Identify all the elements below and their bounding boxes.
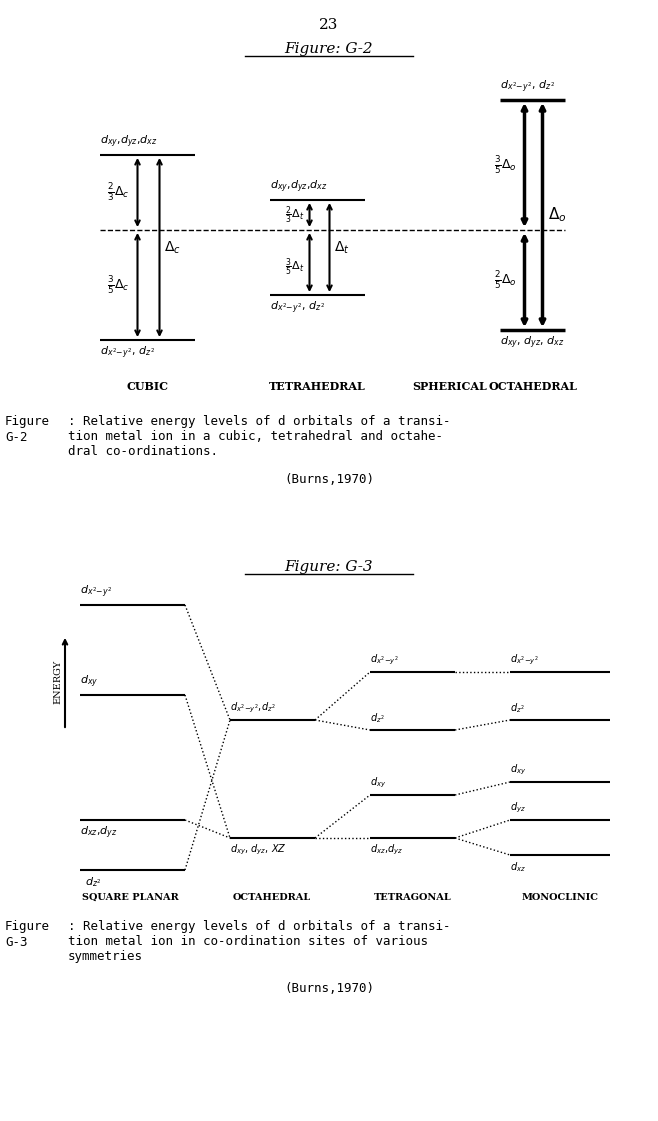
Text: $d_{xy}$, $d_{yz}$, $d_{xz}$: $d_{xy}$, $d_{yz}$, $d_{xz}$ <box>500 335 565 351</box>
Text: : Relative energy levels of d orbitals of a transi-
tion metal ion in a cubic, t: : Relative energy levels of d orbitals o… <box>68 415 451 458</box>
Text: $\frac{2}{3}\Delta_c$: $\frac{2}{3}\Delta_c$ <box>107 182 130 203</box>
Text: $d_{xz}$,$d_{yz}$: $d_{xz}$,$d_{yz}$ <box>80 825 118 842</box>
Text: $\frac{3}{5}\Delta_c$: $\frac{3}{5}\Delta_c$ <box>107 274 130 296</box>
Text: $\Delta_t$: $\Delta_t$ <box>334 239 350 256</box>
Text: SPHERICAL: SPHERICAL <box>413 381 488 392</box>
Text: $d_{xy}$,$d_{yz}$,$d_{xz}$: $d_{xy}$,$d_{yz}$,$d_{xz}$ <box>100 133 157 150</box>
Text: TETRAHEDRAL: TETRAHEDRAL <box>269 381 366 392</box>
Text: $d_{xy}$: $d_{xy}$ <box>370 776 386 790</box>
Text: $d_{x^2\!-\!y^2}$, $d_{z^2}$: $d_{x^2\!-\!y^2}$, $d_{z^2}$ <box>100 345 155 361</box>
Text: TETRAGONAL: TETRAGONAL <box>374 893 452 902</box>
Text: $d_{x^2\!-\!y^2}$, $d_{z^2}$: $d_{x^2\!-\!y^2}$, $d_{z^2}$ <box>500 78 555 95</box>
Text: (Burns,1970): (Burns,1970) <box>284 982 374 995</box>
Text: $d_{z^2}$: $d_{z^2}$ <box>510 702 524 715</box>
Text: $\frac{3}{5}\Delta_o$: $\frac{3}{5}\Delta_o$ <box>494 154 517 176</box>
Text: 23: 23 <box>319 18 339 33</box>
Text: $d_{x^2\!-\!y^2}$,$d_{z^2}$: $d_{x^2\!-\!y^2}$,$d_{z^2}$ <box>230 701 276 715</box>
Text: MONOCLINIC: MONOCLINIC <box>522 893 599 902</box>
Text: $\frac{3}{5}\Delta_t$: $\frac{3}{5}\Delta_t$ <box>285 257 305 278</box>
Text: $d_{xy}$,$d_{yz}$,$d_{xz}$: $d_{xy}$,$d_{yz}$,$d_{xz}$ <box>270 178 328 195</box>
Text: CUBIC: CUBIC <box>126 381 168 392</box>
Text: G-3: G-3 <box>5 936 28 949</box>
Text: $\Delta_o$: $\Delta_o$ <box>547 205 566 224</box>
Text: Figure: Figure <box>5 920 50 933</box>
Text: $d_{xy}$: $d_{xy}$ <box>510 762 526 777</box>
Text: $\frac{2}{3}\Delta_t$: $\frac{2}{3}\Delta_t$ <box>285 204 305 225</box>
Text: ENERGY: ENERGY <box>53 660 63 704</box>
Text: $d_{x^2\!-\!y^2}$: $d_{x^2\!-\!y^2}$ <box>510 652 539 667</box>
Text: $d_{x^2\!-\!y^2}$: $d_{x^2\!-\!y^2}$ <box>80 584 113 600</box>
Text: OCTAHEDRAL: OCTAHEDRAL <box>233 893 311 902</box>
Text: $d_{xy}$: $d_{xy}$ <box>80 674 98 691</box>
Text: Figure: G-2: Figure: G-2 <box>285 41 373 56</box>
Text: $d_{xy}$, $d_{yz}$, $XZ$: $d_{xy}$, $d_{yz}$, $XZ$ <box>230 843 287 858</box>
Text: G-2: G-2 <box>5 430 28 444</box>
Text: Figure: G-3: Figure: G-3 <box>285 560 373 574</box>
Text: (Burns,1970): (Burns,1970) <box>284 473 374 487</box>
Text: $d_{z^2}$: $d_{z^2}$ <box>85 876 101 889</box>
Text: $d_{xz}$: $d_{xz}$ <box>510 860 526 873</box>
Text: $d_{z^2}$: $d_{z^2}$ <box>370 711 385 725</box>
Text: $d_{x^2\!-\!y^2}$: $d_{x^2\!-\!y^2}$ <box>370 652 399 667</box>
Text: OCTAHEDRAL: OCTAHEDRAL <box>488 381 577 392</box>
Text: $\Delta_c$: $\Delta_c$ <box>164 239 182 256</box>
Text: $\frac{2}{5}\Delta_o$: $\frac{2}{5}\Delta_o$ <box>494 269 517 291</box>
Text: $d_{yz}$: $d_{yz}$ <box>510 800 526 815</box>
Text: : Relative energy levels of d orbitals of a transi-
tion metal ion in co-ordinat: : Relative energy levels of d orbitals o… <box>68 920 451 963</box>
Text: $d_{xz}$,$d_{yz}$: $d_{xz}$,$d_{yz}$ <box>370 843 403 858</box>
Text: SQUARE PLANAR: SQUARE PLANAR <box>82 893 178 902</box>
Text: Figure: Figure <box>5 415 50 428</box>
Text: $d_{x^2\!-\!y^2}$, $d_{z^2}$: $d_{x^2\!-\!y^2}$, $d_{z^2}$ <box>270 300 325 316</box>
